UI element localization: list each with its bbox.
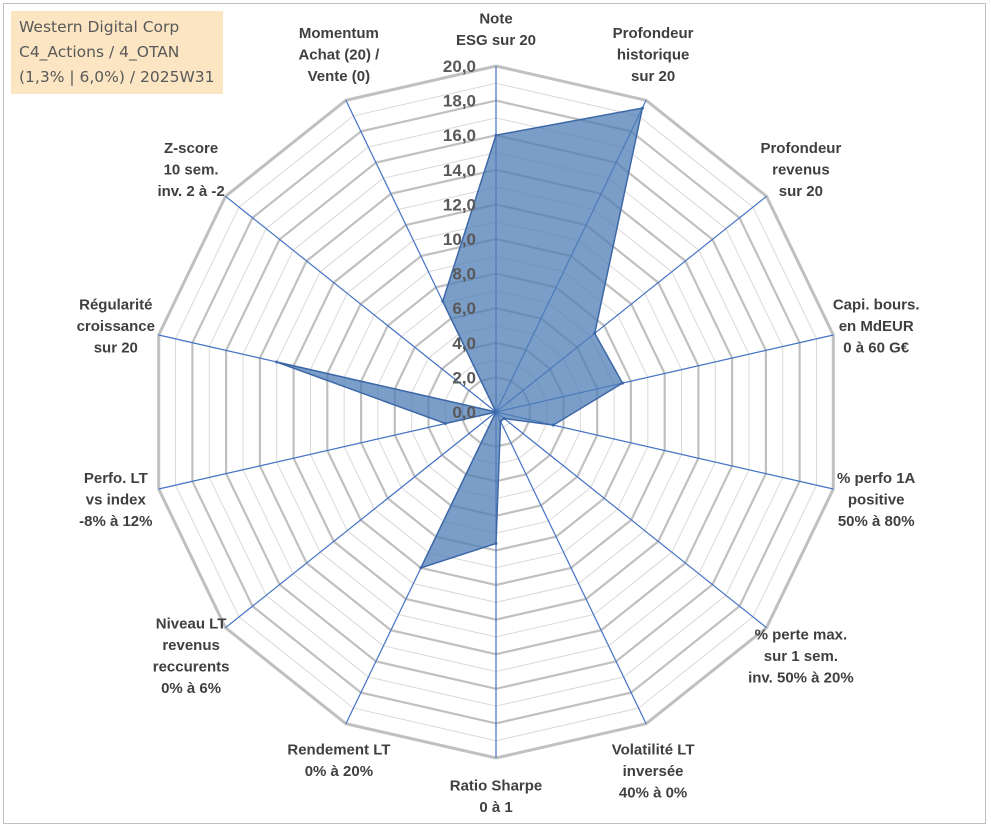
tick-label-layer: 0,0 2,0 4,0 6,0 8,0 10,0 12,0 14,0 16,0 18,0 20,0	[443, 57, 476, 422]
axis-label: Note ESG sur 20	[456, 11, 536, 50]
tick-label: 12,0	[443, 195, 476, 214]
axis-spoke	[225, 195, 497, 413]
tick-label: 4,0	[452, 334, 476, 353]
tick-label: 2,0	[452, 368, 476, 387]
chart-title-box: Western Digital Corp C4_Actions / 4_OTAN…	[11, 11, 223, 94]
axis-label: Profondeur revenus sur 20	[760, 140, 841, 200]
axis-label: % perfo 1A positive 50% à 80%	[837, 470, 916, 530]
axis-label: Perfo. LT vs index -8% à 12%	[79, 470, 152, 530]
series-point	[502, 417, 506, 420]
tick-label: 16,0	[443, 126, 476, 145]
tick-label: 18,0	[443, 92, 476, 111]
series-point	[275, 360, 279, 364]
series-point	[419, 566, 423, 570]
chart-border	[3, 3, 986, 824]
axis-spoke	[225, 411, 497, 629]
axis-label: Profondeur historique sur 20	[613, 25, 694, 85]
axis-spoke	[495, 411, 767, 629]
axis-label: Régularité croissance sur 20	[77, 297, 155, 357]
tick-label: 10,0	[443, 230, 476, 249]
title-line-1: Western Digital Corp	[19, 18, 180, 36]
series-point	[443, 422, 447, 425]
axis-label-layer: Note ESG sur 20 Profondeur historique sur 20…	[77, 11, 920, 817]
axis-label: Momentum Achat (20) / Vente (0)	[298, 25, 380, 85]
series-point	[494, 542, 498, 545]
series-point	[621, 381, 624, 385]
axis-label: Capi. bours. en MdEUR 0 à 60 G€	[833, 297, 920, 357]
axis-spoke	[495, 411, 647, 724]
title-line-2: C4_Actions / 4_OTAN	[19, 43, 180, 61]
series-point	[640, 106, 644, 110]
series-layer	[275, 106, 644, 570]
tick-label: 8,0	[452, 265, 476, 284]
tick-label: 6,0	[452, 299, 476, 318]
axis-label: Z-score 10 sem. inv. 2 à -2	[157, 140, 224, 200]
tick-label: 20,0	[443, 57, 476, 76]
axis-label: Niveau LT revenus reccurents 0% à 6%	[153, 616, 230, 698]
title-line-3: (1,3% | 6,0%) / 2025W31	[19, 68, 215, 86]
series-point	[494, 133, 498, 137]
tick-label: 0,0	[452, 403, 476, 422]
axis-label: % perte max. sur 1 sem. inv. 50% à 20%	[748, 626, 854, 686]
axis-spoke	[158, 411, 497, 490]
series-point	[551, 423, 555, 427]
series-point	[499, 419, 502, 423]
tick-label: 14,0	[443, 161, 476, 180]
series-point	[441, 299, 445, 303]
axis-label: Ratio Sharpe 0 à 1	[450, 778, 543, 817]
axis-label: Rendement LT 0% à 20%	[287, 742, 390, 781]
series-point	[593, 331, 597, 335]
series-point	[494, 410, 498, 414]
axis-label: Volatilité LT inversée 40% à 0%	[612, 742, 695, 802]
